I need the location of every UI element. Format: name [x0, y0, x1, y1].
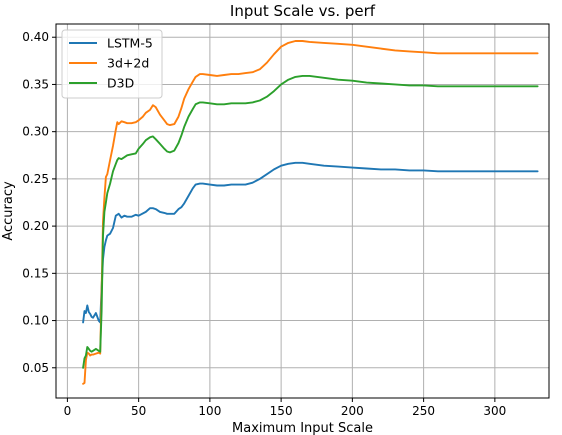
- grid: [56, 24, 549, 398]
- y-tick-label: 0.35: [22, 77, 49, 91]
- plot-frame: [55, 23, 550, 399]
- x-tick-label: 50: [131, 404, 146, 418]
- chart-title: Input Scale vs. perf: [230, 2, 376, 20]
- x-tick-label: 300: [483, 404, 506, 418]
- legend-box: [61, 29, 163, 99]
- axis-ticks: 0 50 100 150 200 250 300 0.05 0.10 0.15 0.20 0.25 0.…: [22, 30, 506, 418]
- series-line-3d-2d: [82, 40, 539, 385]
- y-tick-label: 0.40: [22, 30, 49, 44]
- y-axis-title: Accuracy: [1, 181, 16, 241]
- legend-label: LSTM-5: [107, 36, 153, 51]
- x-axis-title: Maximum Input Scale: [232, 421, 373, 435]
- y-tick-label: 0.30: [22, 125, 49, 139]
- legend: LSTM-5 3d+2d D3D: [61, 29, 163, 99]
- x-tick-label: 0: [64, 404, 72, 418]
- x-tick-label: 100: [198, 404, 221, 418]
- x-tick-label: 250: [412, 404, 435, 418]
- x-tick-label: 200: [341, 404, 364, 418]
- y-tick-label: 0.25: [22, 172, 49, 186]
- series-lines: [82, 40, 539, 385]
- y-tick-label: 0.20: [22, 219, 49, 233]
- legend-label: 3d+2d: [107, 56, 149, 71]
- series-line-d3d: [82, 74, 539, 369]
- y-tick-label: 0.15: [22, 266, 49, 280]
- y-tick-label: 0.10: [22, 314, 49, 328]
- legend-label: D3D: [107, 76, 134, 91]
- y-tick-label: 0.05: [22, 361, 49, 375]
- x-tick-label: 150: [270, 404, 293, 418]
